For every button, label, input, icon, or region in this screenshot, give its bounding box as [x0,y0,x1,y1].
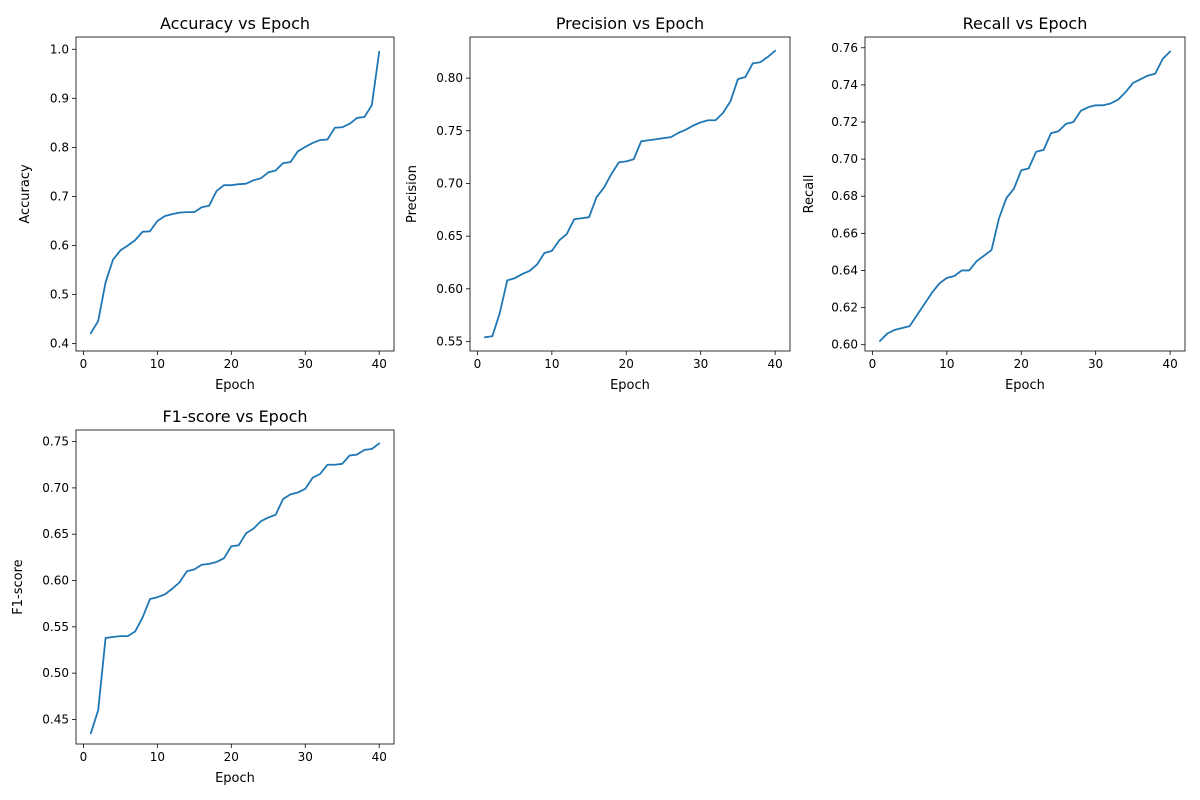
accuracy-y-tick-label: 0.7 [50,189,69,203]
recall-y-tick-label: 0.66 [831,226,858,240]
accuracy-y-tick-label: 0.9 [50,91,69,105]
recall-y-tick-label: 0.74 [831,78,858,92]
f1-score-series-line [89,442,381,735]
recall-y-tick-label: 0.62 [831,301,858,315]
recall-y-tick-label: 0.76 [831,41,858,55]
accuracy-y-tick-label: 0.8 [50,140,69,154]
accuracy-y-tick-label: 0.4 [50,337,69,351]
recall-x-axis-label: Epoch [1005,378,1045,393]
recall-x-tick-label: 0 [869,357,877,371]
precision-y-tick-label: 0.70 [436,176,463,190]
recall-y-tick-label: 0.72 [831,115,858,129]
f1-score-y-tick-label: 0.70 [42,481,69,495]
precision-y-tick-label: 0.65 [436,229,463,243]
recall-x-tick-label: 20 [1014,357,1029,371]
accuracy-chart-title: Accuracy vs Epoch [160,14,310,33]
recall-axes-frame [864,36,1186,352]
f1-score-x-tick-label: 30 [298,750,313,764]
recall-y-tick-label: 0.68 [831,189,858,203]
f1-score-x-tick-label: 20 [224,750,239,764]
accuracy-x-tick-label: 40 [372,357,387,371]
precision-axes-frame [469,36,791,352]
accuracy-y-tick-label: 0.6 [50,239,69,253]
f1-score-y-tick-label: 0.60 [42,574,69,588]
f1-score-y-tick-label: 0.75 [42,435,69,449]
f1-score-chart-title: F1-score vs Epoch [162,407,307,426]
accuracy-x-axis-label: Epoch [215,378,255,393]
f1-score-x-tick-label: 40 [372,750,387,764]
recall-y-tick-label: 0.64 [831,263,858,277]
accuracy-series-line [89,50,381,335]
recall-x-tick-label: 30 [1088,357,1103,371]
precision-y-tick-label: 0.60 [436,282,463,296]
recall-y-tick-label: 0.70 [831,152,858,166]
recall-x-tick-label: 40 [1162,357,1177,371]
f1-score-y-tick-label: 0.50 [42,666,69,680]
f1-score-y-axis-label: F1-score [11,559,26,614]
f1-score-y-tick-label: 0.45 [42,712,69,726]
recall-series-line [878,50,1172,342]
accuracy-y-axis-label: Accuracy [18,164,33,224]
precision-x-tick-label: 0 [474,357,482,371]
f1-score-subplot: F1-score vs Epoch 0 10 20 30 40 0.45 0.50 0.55 0.… [11,407,395,786]
recall-x-tick-label: 10 [939,357,954,371]
precision-x-tick-label: 30 [693,357,708,371]
recall-subplot: Recall vs Epoch 0 10 20 30 40 0.60 0.62 0.64 0.66… [802,14,1186,393]
recall-y-axis-label: Recall [802,175,817,214]
precision-y-tick-label: 0.80 [436,71,463,85]
accuracy-y-tick-label: 1.0 [50,42,69,56]
accuracy-y-tick-label: 0.5 [50,288,69,302]
f1-score-x-tick-label: 0 [80,750,88,764]
recall-chart-title: Recall vs Epoch [963,14,1088,33]
precision-x-axis-label: Epoch [610,378,650,393]
f1-score-y-tick-label: 0.55 [42,620,69,634]
accuracy-subplot: Accuracy vs Epoch 0 10 20 30 40 0.4 0.5 0.6 0.7 0.… [18,14,395,393]
f1-score-y-tick-label: 0.65 [42,527,69,541]
precision-x-tick-label: 40 [767,357,782,371]
accuracy-x-tick-label: 20 [224,357,239,371]
accuracy-x-tick-label: 10 [150,357,165,371]
precision-y-tick-label: 0.75 [436,124,463,138]
precision-series-line [483,49,777,339]
precision-subplot: Precision vs Epoch 0 10 20 30 40 0.55 0.60 0.65 0… [405,14,791,393]
recall-y-tick-label: 0.60 [831,338,858,352]
accuracy-x-tick-label: 30 [298,357,313,371]
precision-x-tick-label: 20 [619,357,634,371]
precision-x-tick-label: 10 [544,357,559,371]
f1-score-x-tick-label: 10 [150,750,165,764]
f1-score-x-axis-label: Epoch [215,771,255,786]
accuracy-x-tick-label: 0 [80,357,88,371]
precision-chart-title: Precision vs Epoch [556,14,704,33]
precision-y-tick-label: 0.55 [436,335,463,349]
f1-score-axes-frame [75,429,395,745]
accuracy-axes-frame [75,36,395,352]
precision-y-axis-label: Precision [405,165,420,223]
